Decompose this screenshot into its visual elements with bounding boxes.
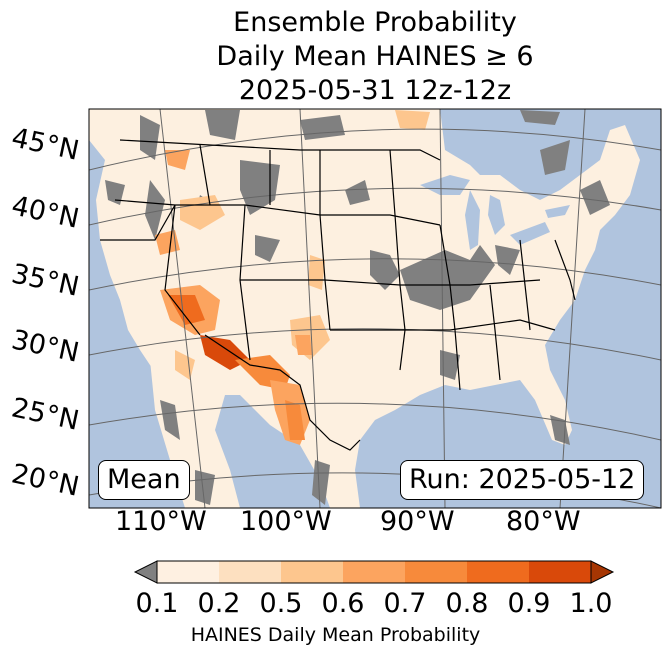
- colorbar-tick-2: 0.5: [259, 588, 303, 619]
- lon-label-80: 80°W: [506, 506, 581, 537]
- colorbar-tick-7: 1.0: [569, 588, 613, 619]
- stat-box: Mean: [98, 460, 190, 500]
- colorbar-over-arrow: [590, 560, 615, 584]
- colorbar-label: HAINES Daily Mean Probability: [190, 624, 481, 646]
- run-box: Run: 2025-05-12: [400, 460, 645, 500]
- lon-label-110: 110°W: [115, 506, 207, 537]
- colorbar-segment: [281, 561, 344, 583]
- colorbar-tick-4: 0.7: [383, 588, 427, 619]
- colorbar-segment: [467, 561, 530, 583]
- colorbar-tick-3: 0.6: [321, 588, 365, 619]
- title-line-1: Ensemble Probability: [233, 7, 517, 38]
- lon-label-90: 90°W: [380, 506, 455, 537]
- colorbar-tick-1: 0.2: [197, 588, 241, 619]
- colorbar-tick-6: 0.9: [507, 588, 551, 619]
- probability-regions: [155, 110, 430, 445]
- colorbar-segment: [343, 561, 406, 583]
- lon-label-100: 100°W: [240, 506, 332, 537]
- colorbar-segment: [219, 561, 282, 583]
- colorbar-segment: [529, 561, 592, 583]
- colorbar-under-arrow: [133, 560, 158, 584]
- colorbar-frame: [156, 560, 592, 584]
- land-area: [89, 109, 640, 508]
- state-borders: [100, 139, 576, 451]
- great-lakes: [420, 175, 570, 250]
- colorbar-segment: [405, 561, 468, 583]
- title-line-2: Daily Mean HAINES ≥ 6: [216, 41, 534, 72]
- title-line-3: 2025-05-31 12z-12z: [238, 75, 512, 106]
- colorbar-tick-0: 0.1: [135, 588, 179, 619]
- colorbar-tick-5: 0.8: [445, 588, 489, 619]
- colorbar: [133, 560, 615, 584]
- colorbar-segment: [157, 561, 220, 583]
